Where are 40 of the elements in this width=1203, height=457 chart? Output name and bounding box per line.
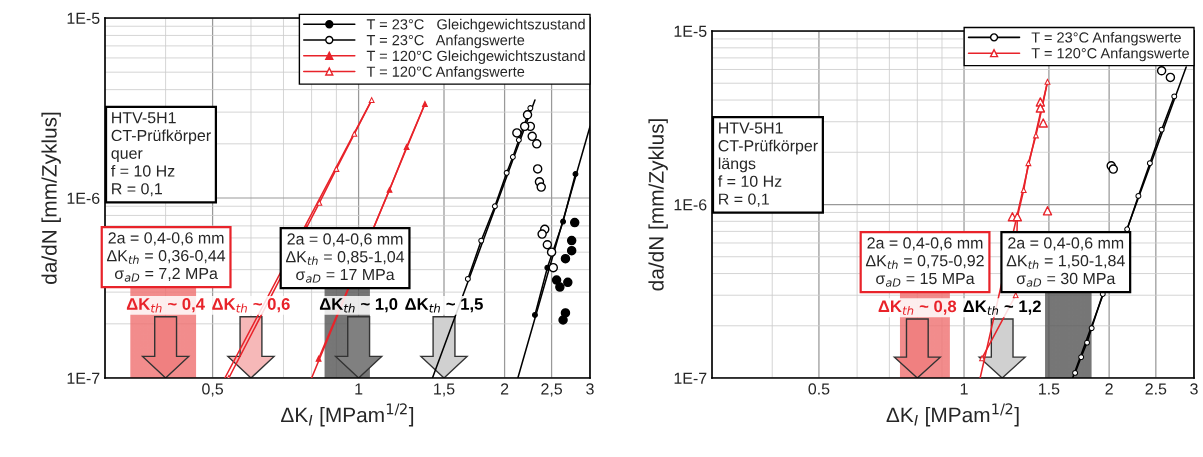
- legend-label: T = 120°C Gleichgewichtszustand: [366, 50, 585, 64]
- x-axis-title: ΔK$_{I}$ [MPam$^{1/2}$]: [886, 403, 1019, 427]
- annotation: ΔK$_{th}$ ~ 0,6: [212, 298, 290, 313]
- legend-label: T = 120°C Anfangswerte: [366, 66, 525, 80]
- y-tick-label: 1E-7: [674, 372, 707, 384]
- y-tick-label: 1E-5: [674, 25, 707, 37]
- annotation: ΔK$_{th}$ ~ 1,5: [405, 298, 483, 313]
- y-axis-title: da/dN [mm/Zyklus]: [41, 112, 61, 284]
- y-tick-label: 1E-6: [674, 199, 707, 211]
- x-tick-label: 2.5: [1145, 383, 1167, 395]
- text: 2a = 0,4-0,6 mm ΔK$_{th}$ = 0,85-1,04 σ$_{aD}$ = 17 MPa: [285, 233, 405, 283]
- y-axis-title: da/dN [mm/Zyklus]: [648, 119, 668, 291]
- annotation: HTV-5H1 CT-Prüfkörper quer f = 10 Hz R = 0,1: [111, 112, 211, 197]
- y-tick-label: 1E-6: [67, 192, 100, 204]
- annotation: ΔK$_{th}$ ~ 0,4: [126, 298, 205, 313]
- x-tick-label: 0,5: [202, 383, 224, 397]
- annotation: ΔK$_{th}$ ~ 1,0: [319, 298, 398, 313]
- y-tick-label: 1E-7: [67, 372, 100, 384]
- text: 2a = 0,4-0,6 mm ΔK$_{th}$ = 0,36-0,44 σ$_{aD}$ = 7,2 MPa: [107, 232, 226, 282]
- x-tick-label: 1.5: [1039, 383, 1060, 395]
- text: 2a = 0,4-0,6 mm ΔK$_{th}$ = 0,75-0,92 σ$_{aD}$ = 15 MPa: [865, 237, 984, 287]
- x-tick-label: 1: [960, 383, 968, 395]
- annotation: ΔK$_{th}$ ~ 1,2: [963, 300, 1041, 315]
- text: 2a = 0,4-0,6 mm ΔK$_{th}$ = 1,50-1,84 σ$_{aD}$ = 30 MPa: [1006, 237, 1125, 287]
- annotation: HTV-5H1 CT-Prüfkörper längs f = 10 Hz R = 0,1: [718, 122, 818, 207]
- legend-label: T = 120°C Anfangswerte: [1031, 47, 1189, 62]
- x-tick-label: 1,5: [434, 383, 455, 397]
- x-tick-label: 2,5: [541, 383, 563, 397]
- legend-label: T = 23°C Anfangswerte: [366, 34, 525, 49]
- x-tick-label: 0.5: [808, 383, 830, 395]
- x-tick-label: 2: [500, 383, 509, 395]
- legend-label: T = 23°C Anfangswerte: [1031, 31, 1181, 46]
- x-tick-label: 2: [1105, 383, 1113, 395]
- annotation: ΔK$_{th}$ ~ 0,8: [878, 300, 957, 315]
- x-axis-title: ΔK$_{I}$ [MPam$^{1/2}$]: [281, 403, 414, 427]
- legend-label: T = 23°C Gleichgewichtszustand: [366, 18, 585, 33]
- y-tick-label: 1E-5: [67, 12, 100, 24]
- x-tick-label: 3: [586, 383, 594, 395]
- x-tick-label: 1: [355, 383, 363, 395]
- x-tick-label: 3: [1190, 383, 1198, 395]
